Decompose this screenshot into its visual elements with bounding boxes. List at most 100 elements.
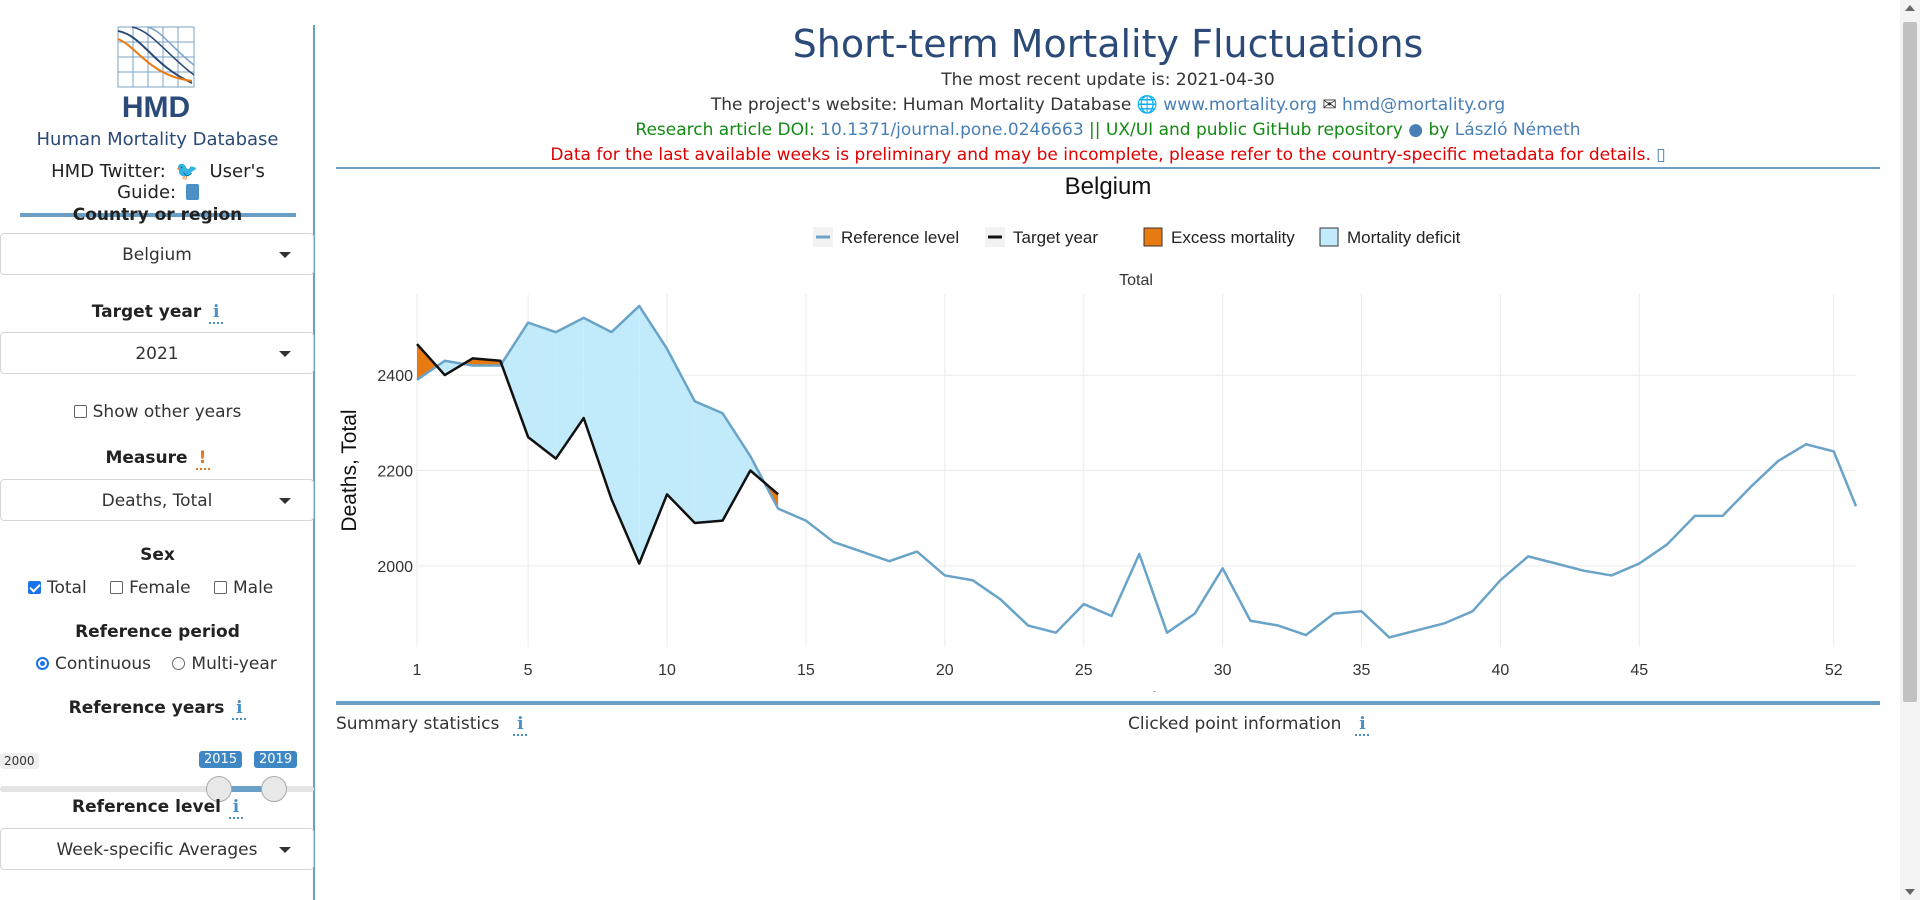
guide-label: User's Guide:	[117, 161, 265, 203]
continuous-label: Continuous	[55, 654, 152, 674]
target-year-line	[416, 343, 779, 565]
page-scrollbar[interactable]	[1900, 0, 1920, 900]
legend-label: Excess mortality	[1171, 228, 1295, 247]
book-icon[interactable]	[185, 184, 199, 200]
scrollbar-thumb[interactable]	[1903, 22, 1917, 702]
target-year-value: 2021	[135, 344, 179, 364]
y-tick-label: 2200	[377, 464, 413, 481]
sex-total-label: Total	[47, 578, 87, 598]
chart-subtitle: Total	[1119, 272, 1153, 289]
website-line: The project's website: Human Mortality D…	[336, 95, 1880, 115]
chart-svg[interactable]: Belgium Total Reference level Target year Ex…	[336, 172, 1880, 712]
deficit-area	[501, 322, 529, 438]
measure-label-text: Measure	[105, 448, 188, 468]
country-select[interactable]: Belgium	[0, 233, 314, 275]
sex-male-label: Male	[232, 578, 274, 598]
twitter-icon[interactable]: 🐦	[175, 161, 199, 182]
slider-min-label: 2000	[0, 753, 39, 769]
slider-low-handle[interactable]	[206, 776, 232, 802]
show-other-years-label: Show other years	[92, 402, 242, 422]
legend-label: Mortality deficit	[1347, 228, 1461, 247]
legend-swatch-2	[1143, 227, 1163, 247]
continuous-radio[interactable]	[36, 657, 49, 670]
reference-level-line	[416, 304, 1858, 639]
twitter-label: HMD Twitter:	[51, 161, 166, 182]
warning-icon[interactable]: !	[195, 448, 210, 470]
links-row: HMD Twitter: 🐦 User's Guide:	[20, 161, 296, 217]
scroll-up-icon[interactable]	[1905, 5, 1915, 11]
doi-line: Research article DOI: 10.1371/journal.po…	[336, 120, 1880, 140]
x-tick-label: 52	[1825, 662, 1843, 679]
target-year-label-text: Target year	[91, 302, 202, 322]
clicked-point-information: Clicked point information i	[1128, 714, 1370, 736]
mortality-chart[interactable]: Belgium Total Reference level Target year Ex…	[336, 172, 1880, 712]
x-tick-label: 25	[1075, 662, 1093, 679]
website-link[interactable]: www.mortality.org	[1163, 95, 1317, 115]
pdf-icon[interactable]: ▯	[1656, 145, 1666, 165]
chart-title: Belgium	[1065, 173, 1152, 200]
main-content: Short-term Mortality Fluctuations The mo…	[336, 0, 1880, 900]
github-icon[interactable]: ●	[1408, 120, 1424, 140]
show-other-years-checkbox[interactable]	[73, 405, 87, 418]
deficit-area	[722, 413, 751, 521]
sex-total-checkbox[interactable]	[28, 581, 41, 594]
slider-track[interactable]	[0, 786, 314, 792]
doi-prefix: Research article DOI:	[635, 120, 815, 140]
clicked-label: Clicked point information	[1128, 714, 1342, 734]
update-line: The most recent update is: 2021-04-30	[941, 70, 1275, 90]
slider-range	[219, 786, 274, 792]
sex-male-checkbox[interactable]	[213, 581, 227, 594]
x-tick-label: 1	[413, 662, 422, 679]
reference-years-label: Reference years i	[0, 698, 315, 720]
reference-level-label-text: Reference level	[72, 797, 221, 817]
x-tick-label: 45	[1630, 662, 1648, 679]
reference-period-label: Reference period	[75, 622, 240, 642]
info-icon[interactable]: i	[228, 797, 243, 819]
chevron-down-icon	[279, 252, 291, 258]
x-tick-label: 30	[1214, 662, 1232, 679]
chevron-down-icon	[279, 351, 291, 357]
country-value: Belgium	[122, 245, 192, 265]
show-other-years-row[interactable]: Show other years	[0, 402, 315, 422]
slider-high-handle[interactable]	[261, 776, 287, 802]
chevron-down-icon	[279, 498, 291, 504]
chevron-down-icon	[279, 847, 291, 853]
slider-high-value: 2019	[254, 751, 298, 768]
header-divider	[336, 167, 1880, 169]
x-tick-label: 10	[658, 662, 676, 679]
hmd-name[interactable]: Human Mortality Database	[36, 129, 279, 150]
country-label: Country or region	[72, 205, 243, 225]
legend-swatch-3	[1319, 227, 1339, 247]
y-axis-label: Deaths, Total	[338, 409, 361, 531]
y-tick-label: 2000	[377, 559, 413, 576]
info-icon[interactable]: i	[209, 302, 224, 324]
reference-level-select[interactable]: Week-specific Averages	[0, 828, 314, 870]
info-icon[interactable]: i	[1355, 714, 1370, 736]
hmd-logo[interactable]: HMD	[112, 25, 202, 120]
legend-label: Reference level	[841, 228, 959, 247]
info-icon[interactable]: i	[232, 698, 247, 720]
email-link[interactable]: hmd@mortality.org	[1341, 95, 1506, 115]
chart-divider	[336, 701, 1880, 705]
author-link[interactable]: László Németh	[1454, 120, 1581, 140]
sex-label: Sex	[140, 545, 175, 565]
reference-period-options: Continuous Multi-year	[36, 654, 316, 674]
reference-level-value: Week-specific Averages	[56, 840, 258, 860]
logo-text: HMD	[122, 91, 190, 120]
sidebar: HMD Human Mortality Database HMD Twitter…	[0, 25, 315, 900]
doi-link[interactable]: 10.1371/journal.pone.0246663	[820, 120, 1084, 140]
page-title: Short-term Mortality Fluctuations	[792, 22, 1424, 66]
website-prefix: The project's website: Human Mortality D…	[710, 95, 1132, 115]
reference-level-label: Reference level i	[0, 797, 315, 819]
target-year-select[interactable]: 2021	[0, 332, 314, 374]
multi-year-radio[interactable]	[172, 657, 186, 670]
sex-female-checkbox[interactable]	[110, 581, 124, 594]
x-tick-label: 35	[1353, 662, 1371, 679]
reference-years-label-text: Reference years	[68, 698, 225, 718]
envelope-icon: ✉	[1322, 95, 1337, 115]
measure-select[interactable]: Deaths, Total	[0, 479, 314, 521]
info-icon[interactable]: i	[513, 714, 528, 736]
summary-statistics: Summary statistics i	[336, 714, 528, 736]
deficit-area	[528, 322, 556, 459]
scroll-down-icon[interactable]	[1905, 889, 1915, 895]
